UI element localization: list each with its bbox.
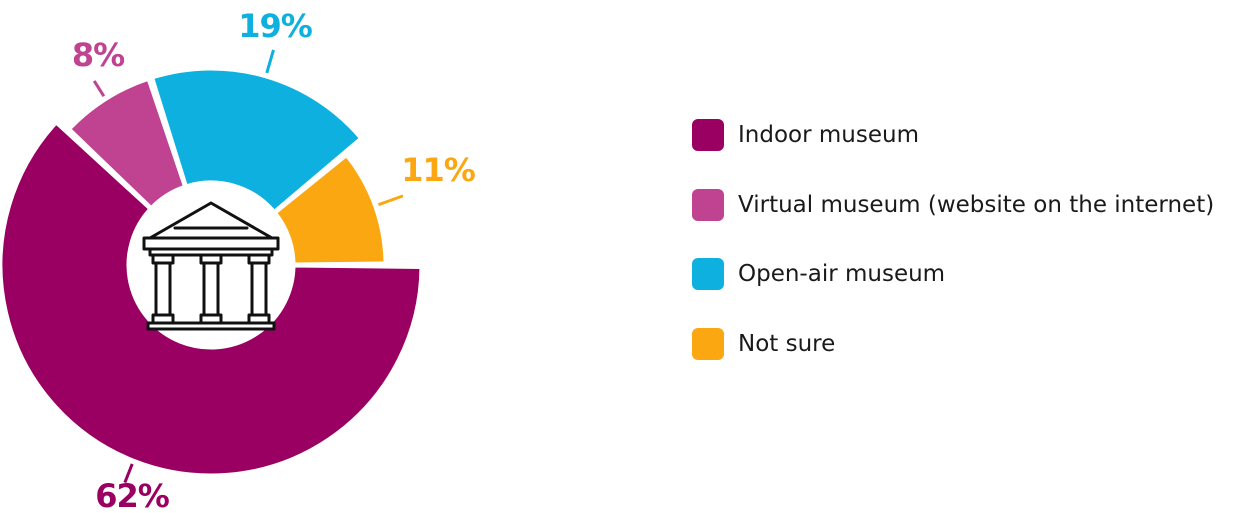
legend-item-indoor-museum: Indoor museum bbox=[692, 118, 919, 152]
legend-label: Open-air museum bbox=[738, 261, 946, 287]
legend-item-not-sure: Not sure bbox=[692, 327, 835, 361]
legend-swatch bbox=[692, 328, 724, 360]
legend-label: Indoor museum bbox=[738, 122, 919, 148]
legend-label: Not sure bbox=[738, 331, 836, 357]
leader-line bbox=[123, 463, 134, 484]
legend-item-open-air-museum: Open-air museum bbox=[692, 257, 945, 291]
leader-line bbox=[377, 194, 404, 207]
legend-swatch bbox=[692, 119, 724, 151]
legend: Indoor museum Virtual museum (website on… bbox=[692, 0, 1259, 513]
leader-line bbox=[92, 80, 106, 97]
legend-label: Virtual museum (website on the internet) bbox=[738, 192, 1215, 218]
legend-swatch bbox=[692, 258, 724, 290]
data-label: 62% bbox=[95, 477, 170, 513]
data-label: 19% bbox=[238, 7, 313, 45]
museum-building-icon bbox=[142, 201, 280, 331]
legend-swatch bbox=[692, 189, 724, 221]
leader-line bbox=[265, 49, 275, 74]
data-label: 11% bbox=[401, 151, 476, 189]
legend-item-virtual-museum: Virtual museum (website on the internet) bbox=[692, 188, 1214, 222]
data-label: 8% bbox=[72, 36, 125, 74]
